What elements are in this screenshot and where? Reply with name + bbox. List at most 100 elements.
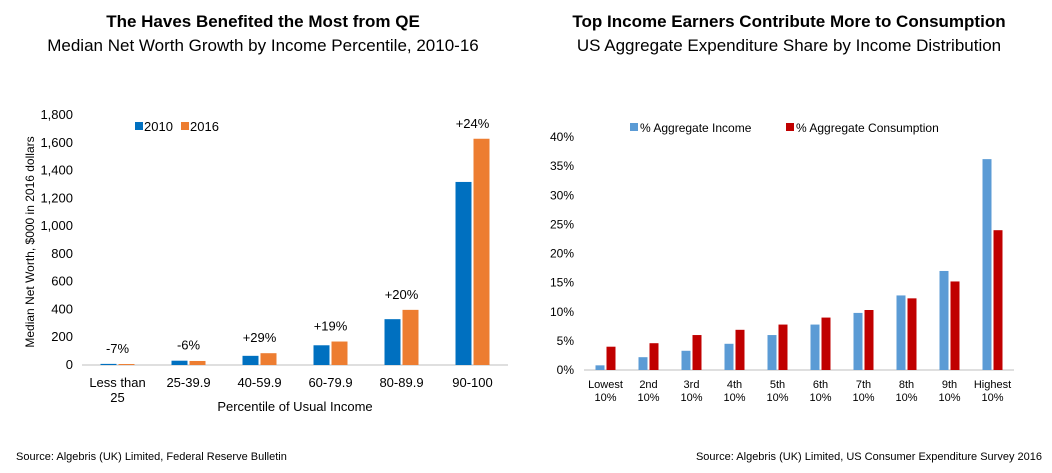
growth-annotation: +20% — [385, 287, 419, 302]
x-tick-label: 10% — [981, 392, 1003, 404]
y-tick-label: 1,000 — [40, 218, 73, 233]
bar-2016 — [473, 138, 490, 365]
bar-aggregate-consumption — [864, 310, 874, 370]
x-tick-label: 10% — [594, 392, 616, 404]
y-tick-label: 15% — [550, 276, 574, 290]
x-tick-label: 10% — [852, 392, 874, 404]
y-tick-label: 200 — [51, 329, 73, 344]
bar-aggregate-income — [638, 357, 648, 370]
bar-aggregate-income — [810, 324, 820, 370]
bar-aggregate-income — [595, 365, 605, 370]
growth-annotation: -6% — [177, 338, 201, 353]
bar-2016 — [402, 309, 419, 365]
x-axis-label: Percentile of Usual Income — [217, 399, 372, 414]
legend-label-consumption: % Aggregate Consumption — [796, 121, 939, 135]
y-tick-label: 30% — [550, 188, 574, 202]
bar-aggregate-income — [982, 159, 992, 370]
x-tick-label: 90-100 — [452, 375, 492, 390]
bar-aggregate-income — [724, 343, 734, 370]
growth-annotation: +29% — [243, 330, 277, 345]
net-worth-bar-chart: 0 200 400 600 800 1,000 1,200 1,400 1,600 1,800 -7… — [23, 107, 508, 414]
right-chart-subtitle: US Aggregate Expenditure Share by Income… — [576, 36, 1002, 55]
bar-2016 — [331, 341, 348, 365]
bar-aggregate-income — [681, 350, 691, 370]
legend-swatch-2016 — [181, 122, 189, 130]
legend-label-income: % Aggregate Income — [640, 121, 752, 135]
x-tick-label: 3rd — [684, 379, 700, 391]
right-chart-panel: Top Income Earners Contribute More to Co… — [526, 0, 1052, 473]
x-tick-label: 80-89.9 — [379, 375, 423, 390]
x-tick-label: 8th — [899, 379, 914, 391]
x-tick-label: 25 — [110, 390, 124, 405]
bar-aggregate-consumption — [778, 324, 788, 370]
x-tick-label: 10% — [938, 392, 960, 404]
bar-2010 — [100, 363, 117, 365]
growth-annotation: +24% — [456, 116, 490, 131]
bar-2010 — [455, 181, 472, 365]
expenditure-share-bar-chart: 0%5%10%15%20%25%30%35%40%Lowest10%2nd10%… — [550, 121, 1014, 404]
y-tick-label: 1,200 — [40, 190, 73, 205]
legend-swatch-income — [630, 123, 638, 131]
x-tick-label: 10% — [637, 392, 659, 404]
x-tick-label: 10% — [809, 392, 831, 404]
y-tick-label: 35% — [550, 159, 574, 173]
y-tick-label: 800 — [51, 246, 73, 261]
bar-aggregate-consumption — [907, 298, 917, 370]
y-tick-label: 0% — [557, 363, 575, 377]
bar-2010 — [171, 360, 188, 365]
legend-label-2016: 2016 — [190, 119, 219, 134]
bar-aggregate-consumption — [950, 281, 960, 370]
bar-2010 — [384, 319, 401, 365]
x-tick-label: 60-79.9 — [308, 375, 352, 390]
bar-2016 — [189, 360, 206, 365]
y-tick-label: 20% — [550, 247, 574, 261]
y-tick-label: 400 — [51, 301, 73, 316]
legend-swatch-consumption — [786, 123, 794, 131]
left-chart-panel: The Haves Benefited the Most from QE Med… — [16, 12, 508, 463]
y-tick-label: 0 — [66, 357, 73, 372]
x-tick-label: 2nd — [639, 379, 657, 391]
x-tick-label: 10% — [895, 392, 917, 404]
bar-aggregate-consumption — [606, 346, 616, 370]
y-tick-label: 25% — [550, 217, 574, 231]
bar-aggregate-consumption — [649, 343, 659, 370]
legend-label-2010: 2010 — [144, 119, 173, 134]
x-tick-label: 9th — [942, 379, 957, 391]
x-tick-label: 40-59.9 — [237, 375, 281, 390]
bar-aggregate-consumption — [692, 335, 702, 370]
y-axis-label: Median Net Worth, $000 in 2016 dollars — [23, 136, 37, 347]
bar-2010 — [242, 355, 259, 365]
bar-aggregate-income — [853, 312, 863, 370]
bar-2016 — [260, 353, 277, 365]
y-tick-label: 1,800 — [40, 107, 73, 122]
x-tick-label: Highest — [974, 379, 1011, 391]
right-chart-title: Top Income Earners Contribute More to Co… — [572, 12, 1006, 31]
right-chart-source: Source: Algebris (UK) Limited, US Consum… — [695, 451, 1042, 463]
left-chart-subtitle: Median Net Worth Growth by Income Percen… — [47, 36, 479, 55]
bar-2010 — [313, 345, 330, 365]
y-tick-label: 10% — [550, 305, 574, 319]
bar-aggregate-consumption — [993, 230, 1003, 370]
legend-swatch-2010 — [135, 122, 143, 130]
x-tick-label: 10% — [680, 392, 702, 404]
y-tick-label: 5% — [557, 334, 575, 348]
x-tick-label: 5th — [770, 379, 785, 391]
bar-2016 — [118, 364, 135, 365]
x-tick-label: 10% — [723, 392, 745, 404]
y-tick-label: 1,400 — [40, 163, 73, 178]
y-tick-label: 600 — [51, 274, 73, 289]
left-chart-source: Source: Algebris (UK) Limited, Federal R… — [16, 451, 287, 463]
growth-annotation: +19% — [314, 319, 348, 334]
x-tick-label: 6th — [813, 379, 828, 391]
bar-aggregate-income — [896, 295, 906, 370]
bar-aggregate-consumption — [821, 317, 831, 370]
x-tick-label: 25-39.9 — [166, 375, 210, 390]
bar-aggregate-income — [939, 270, 949, 370]
bar-aggregate-consumption — [735, 329, 745, 370]
x-tick-label: 7th — [856, 379, 871, 391]
y-tick-label: 1,600 — [40, 135, 73, 150]
x-tick-label: Less than — [89, 375, 145, 390]
x-tick-label: Lowest — [588, 379, 623, 391]
x-tick-label: 4th — [727, 379, 742, 391]
bar-aggregate-income — [767, 335, 777, 370]
